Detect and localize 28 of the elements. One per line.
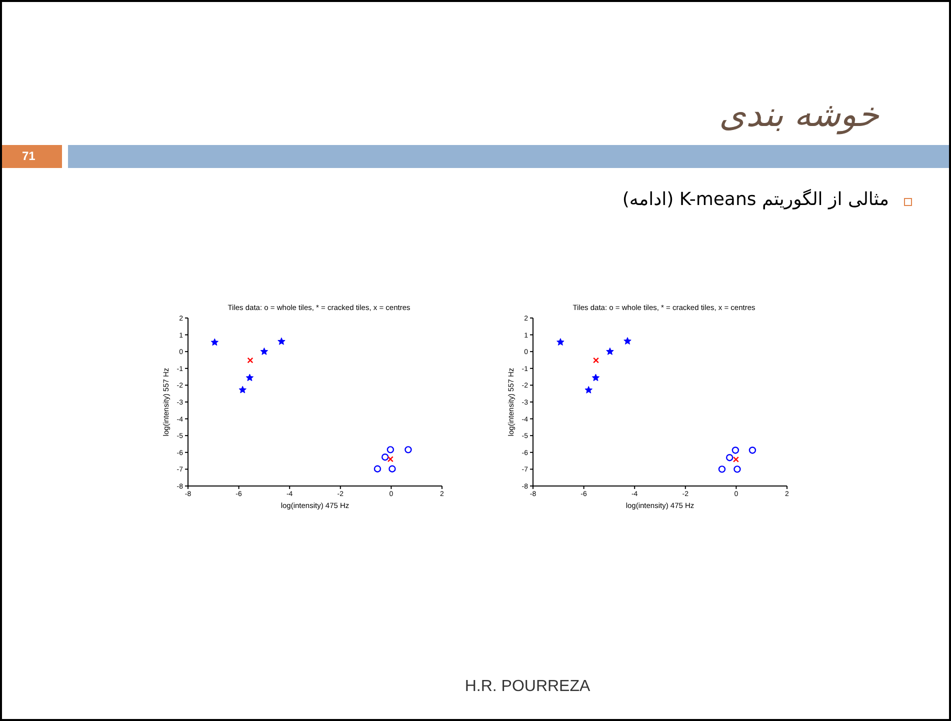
point — [382, 454, 389, 461]
point — [246, 374, 254, 382]
point — [592, 374, 600, 382]
point — [387, 456, 394, 462]
point — [388, 465, 396, 472]
point — [734, 466, 741, 473]
point — [210, 338, 219, 346]
point — [748, 446, 756, 454]
point — [556, 338, 564, 346]
point — [606, 348, 614, 355]
text: خوشه بندی — [719, 94, 879, 135]
point — [718, 466, 726, 473]
point — [624, 337, 632, 345]
text: 71 — [2, 145, 62, 168]
point — [260, 348, 268, 355]
point — [278, 337, 286, 345]
text: H.R. POURREZA — [464, 678, 592, 696]
point — [386, 446, 394, 454]
point — [238, 386, 246, 394]
point — [374, 465, 382, 472]
point — [592, 357, 599, 364]
point — [247, 357, 254, 364]
text: مثالی از الگوریتم K-means (ادامه) — [622, 189, 889, 210]
point — [584, 386, 592, 394]
point — [732, 446, 740, 454]
point — [732, 456, 739, 462]
point — [726, 454, 734, 462]
point — [404, 446, 412, 454]
